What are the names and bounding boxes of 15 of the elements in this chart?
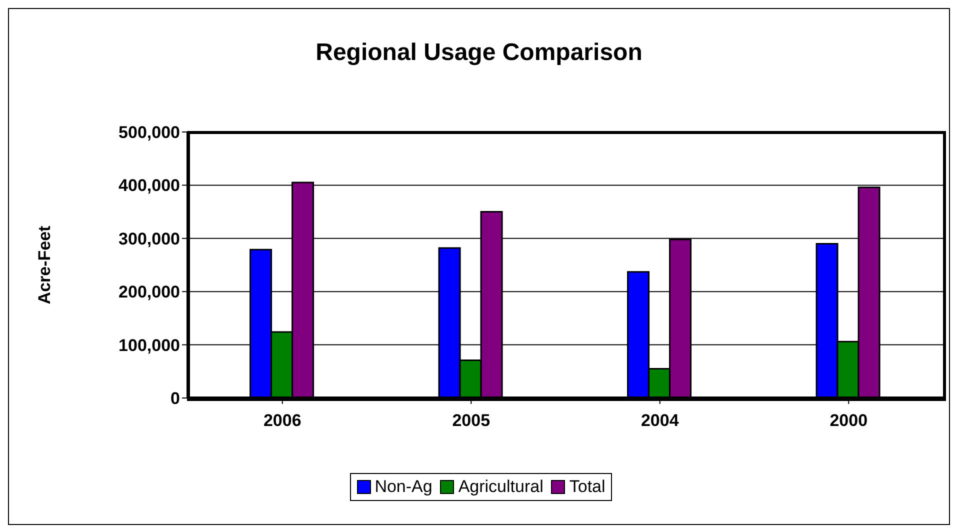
y-tick-label: 400,000 [118,176,180,196]
y-axis-title: Acre-Feet [35,226,55,304]
chart-title: Regional Usage Comparison [314,39,644,67]
legend-label: Non-Ag [374,477,432,497]
legend-label: Total [568,477,606,497]
y-tick-label: 100,000 [118,336,180,355]
y-tick-label: 300,000 [118,229,180,248]
legend-label: Agricultural [457,477,544,497]
y-tick-label: 200,000 [118,282,180,302]
y-tick-label: 0 [170,389,180,408]
x-tick-label: 2005 [452,411,490,430]
x-tick-label: 2004 [640,411,680,430]
x-tick-label: 2000 [830,411,868,430]
x-tick-label: 2006 [263,411,302,430]
y-tick-label: 500,000 [118,123,180,142]
